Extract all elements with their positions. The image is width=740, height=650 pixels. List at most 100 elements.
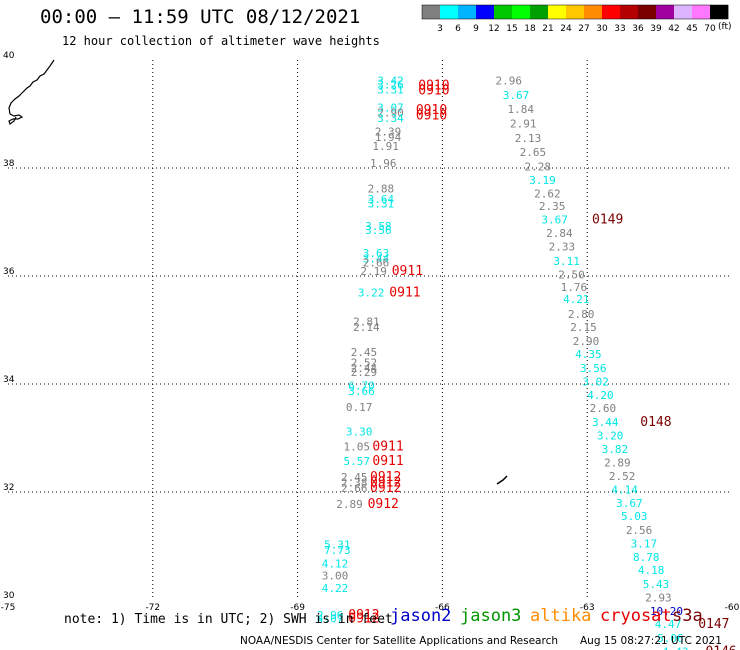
colorbar-label: 24 [560,24,572,34]
coastline-path [8,59,55,125]
colorbar-label: 39 [650,24,662,34]
x-tick-label: -66 [435,603,450,613]
x-tick-label: -60 [725,603,740,613]
footer-timestamp: Aug 15 08:27:21 UTC 2021 [580,635,722,647]
pass-id-label: 0912 [348,608,379,623]
wave-height-label: 2.50 [558,269,585,282]
wave-height-label: 3.30 [346,425,373,438]
wave-height-label: 4.14 [611,484,638,497]
wave-height-label: 3.63 [363,247,390,260]
pass-id-label: 0149 [592,213,623,228]
wave-height-label: 1.94 [375,131,402,144]
pass-id-label: 0910 [416,108,447,123]
pass-id-label: 0912 [370,476,401,491]
coastline [8,59,508,485]
wave-height-label: 5.31 [324,539,351,552]
colorbar-cell [620,5,639,19]
colorbar-cell [638,5,657,19]
wave-height-label: 3.07 [377,101,404,114]
footer-credit: NOAA/NESDIS Center for Satellite Applica… [240,635,558,647]
wave-height-label: 2.39 [375,126,402,139]
wave-height-label: 4.22 [322,582,349,595]
wave-height-label: 2.96 [317,609,344,622]
wave-height-label: 2.45 [341,471,368,484]
colorbar-label: 33 [614,24,625,34]
footer-note: note: 1) Time is in UTC; 2) SWH is in fe… [64,612,393,627]
pass-id-label: 0912 [370,481,401,496]
colorbar: 3 6 9 12 15 18 21 24 27 30 33 36 39 42 45 70 [421,4,729,34]
colorbar-frame [421,4,729,20]
colorbar-label: 42 [668,24,679,34]
chart-title: 00:00 – 11:59 UTC 08/12/2021 [40,6,361,28]
wave-height-label: 5.57 [343,455,370,468]
wave-height-label: 4.12 [322,558,349,571]
x-tick-label: -69 [290,603,305,613]
wave-height-label: 4.18 [638,564,665,577]
wave-height-label: 2.44 [351,362,378,375]
colorbar-label: 15 [506,24,517,34]
wave-height-label: 2.38 [341,477,368,490]
colorbar-cell [530,5,549,19]
colorbar-label: 36 [632,24,644,34]
wave-height-label: 3.64 [368,193,395,206]
wave-height-label: 8.78 [633,551,660,564]
colorbar-cell [548,5,567,19]
y-tick-label: 34 [3,375,15,385]
wave-height-label: 3.34 [377,112,404,125]
colorbar-label: 45 [686,24,697,34]
legend-jason3: jason3 [460,606,522,626]
wave-height-label: 2.29 [351,366,378,379]
wave-height-label: 2.90 [573,335,600,348]
wave-height-label: 2.90 [377,107,404,120]
colorbar-cell [674,5,693,19]
wave-height-label: 2.80 [568,308,595,321]
pass-id-label: 0912 [368,497,399,512]
pass-id-label: 0147 [698,617,729,632]
colorbar-cell [710,5,729,19]
wave-height-label: 3.19 [529,174,556,187]
x-tick-label: -72 [145,603,160,613]
wave-height-label: 2.91 [510,118,537,131]
wave-height-label: 3.31 [368,197,395,210]
x-tick-label: -63 [580,603,595,613]
pass-id-label: 0912 [370,470,401,485]
wave-height-label: 3.22 [358,287,385,300]
y-tick-label: 32 [3,483,14,493]
x-tick-labels: -75 -72 -69 -66 -63 -60 [1,603,740,613]
wave-height-label: 3.26 [377,79,404,92]
wave-height-label: 2.96 [495,74,522,87]
wave-height-label: 1.84 [508,103,535,116]
wave-height-label: 4.21 [563,293,590,306]
wave-height-label: 2.66 [341,482,368,495]
wave-height-label: 2.89 [336,498,363,511]
pass-id-label: 0911 [392,264,423,279]
wave-height-label: 3.56 [580,362,607,375]
colorbar-cell [440,5,459,19]
pass-id-label: 0146 [705,645,736,650]
wave-height-label: 4.43 [662,646,689,650]
wave-height-label: 2.15 [570,321,597,334]
wave-height-label: 6.70 [348,379,375,392]
colorbar-cell [476,5,495,19]
colorbar-label: 27 [578,24,589,34]
wave-height-label: 5.43 [643,578,670,591]
legend-altika: altika [530,606,592,626]
wave-height-label: 2.65 [520,146,547,159]
colorbar-label: 12 [488,24,499,34]
colorbar-cell [566,5,585,19]
wave-height-label: 1.91 [372,140,399,153]
colorbar-label: 3 [437,24,443,34]
pass-id-label: 0910 [418,84,449,99]
wave-height-label: 3.44 [592,416,619,429]
wave-height-label: 5.06 [657,632,684,645]
wave-height-label: 2.56 [626,524,653,537]
wave-height-label: 2.81 [353,316,380,329]
colorbar-units: (ft) [718,22,732,32]
wave-height-label: 2.84 [546,227,573,240]
pass-id-label: 0910 [416,103,447,118]
pass-id-label: 0148 [640,415,671,430]
colorbar-label: 70 [704,24,716,34]
wave-height-label: 4.35 [575,348,602,361]
colorbar-cell [512,5,531,19]
wave-height-label: 3.31 [377,83,404,96]
